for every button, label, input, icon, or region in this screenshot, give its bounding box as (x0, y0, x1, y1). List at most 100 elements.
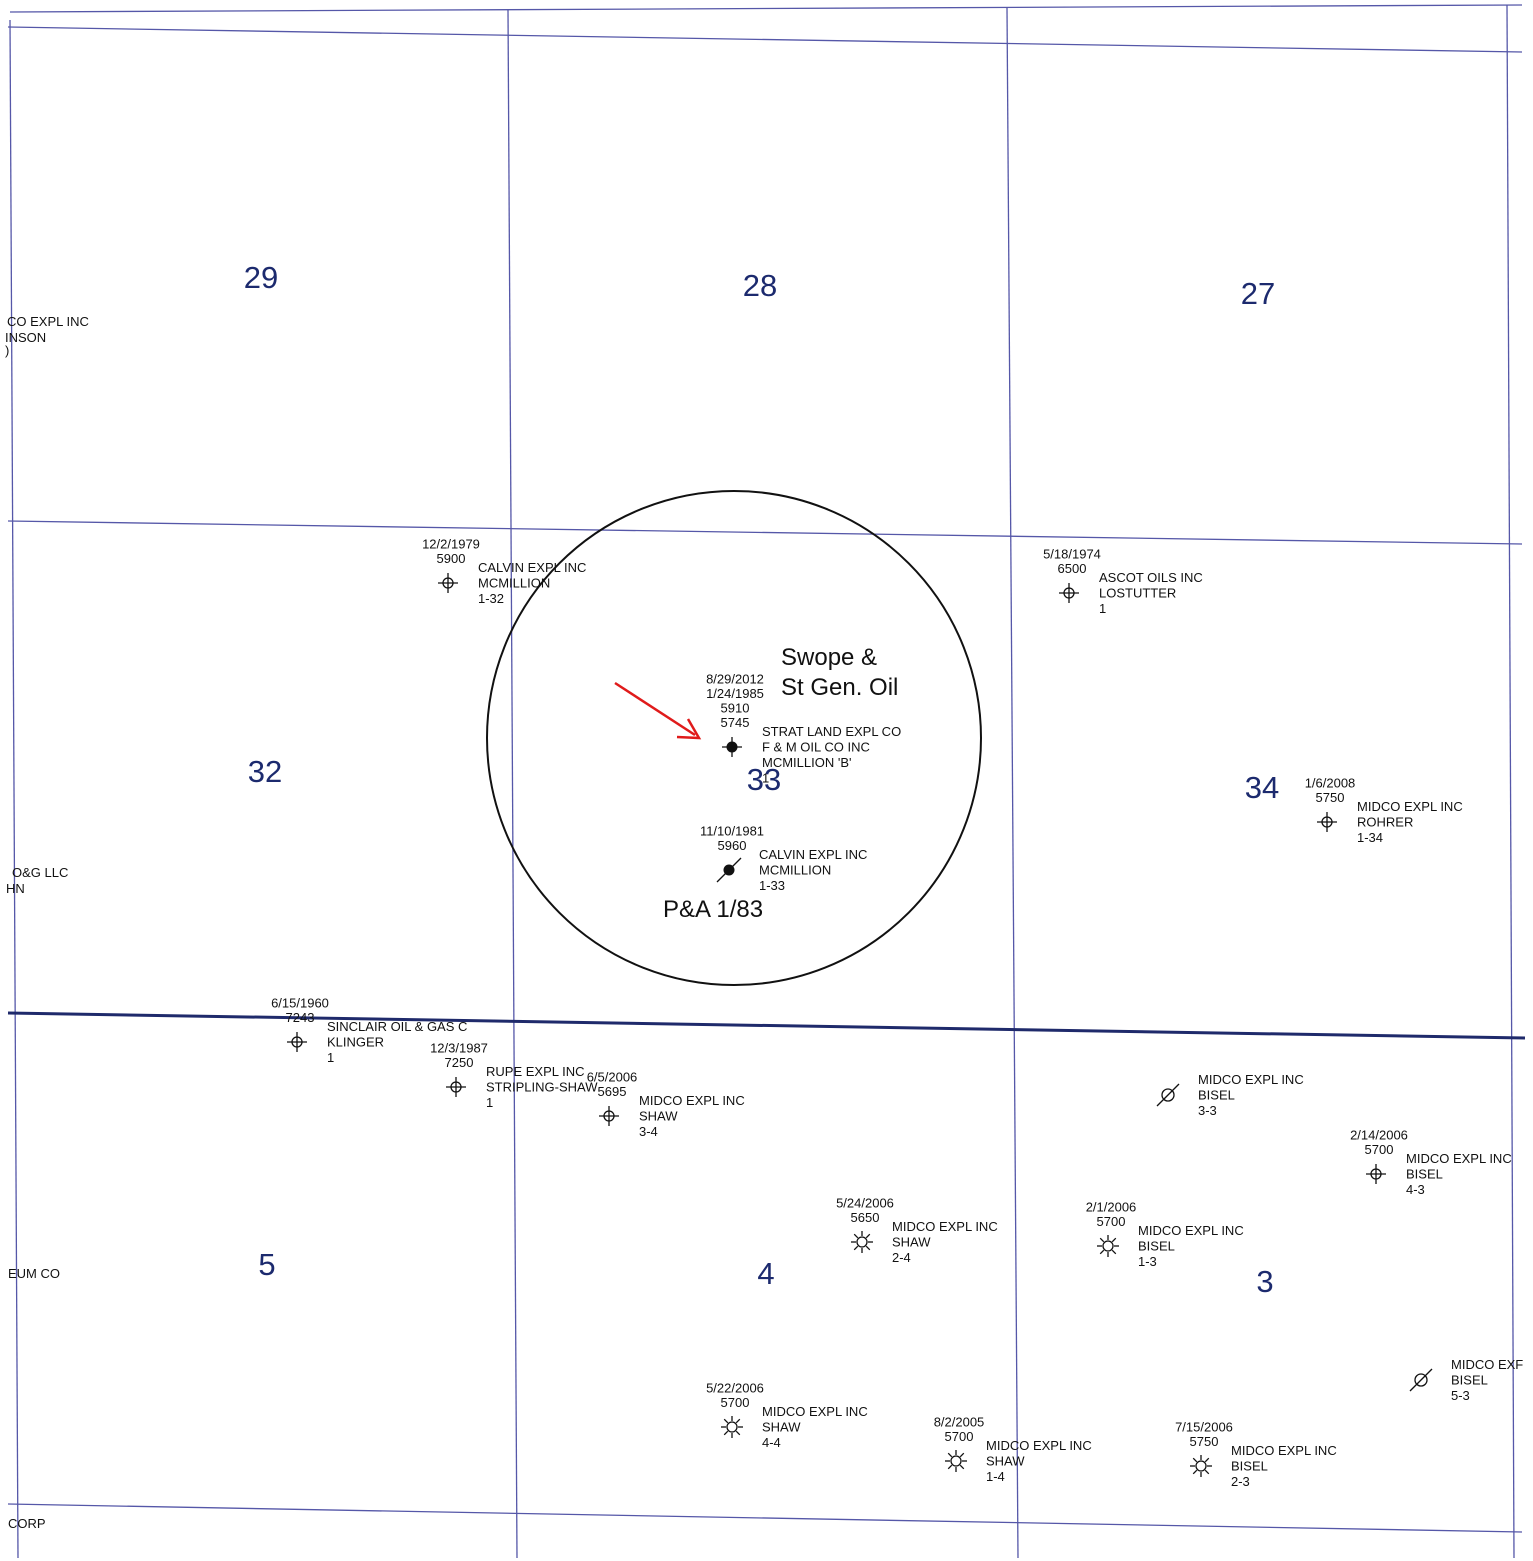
well-operator-label: MIDCO EXPL INC (1406, 1151, 1512, 1166)
well-lease-label: MCMILLION (478, 576, 550, 591)
well-number-label: 1 (327, 1050, 334, 1065)
edge-label: O&G LLC (12, 865, 68, 880)
well-operator-label: ASCOT OILS INC (1099, 570, 1203, 585)
well-date-depth-label: 7/15/2006 (1175, 1420, 1233, 1435)
red-arrow (614, 681, 702, 740)
grid-line (7, 1503, 1523, 1533)
well-lease-label: SHAW (762, 1420, 801, 1435)
well-date-depth-label: 5/24/2006 (836, 1196, 894, 1211)
well-date-depth-label: 7250 (445, 1055, 474, 1070)
review-radius-circle (486, 490, 982, 986)
well-operator-label: MIDCO EXF (1451, 1357, 1523, 1372)
well-number-label: 1 (762, 771, 769, 786)
well-lease-label: STRIPLING-SHAW (486, 1080, 598, 1095)
well-date-depth-label: 5700 (1097, 1214, 1126, 1229)
grid-line (507, 9, 518, 1559)
well-date-depth-label: 5/22/2006 (706, 1381, 764, 1396)
section-number: 5 (258, 1247, 275, 1282)
section-grid (7, 4, 1526, 1559)
well-date-depth-label: 2/1/2006 (1086, 1200, 1137, 1215)
well-number-label: 1 (486, 1095, 493, 1110)
location-well-icon (287, 1032, 307, 1052)
grid-line (1006, 7, 1019, 1559)
well-date-depth-label: 1/6/2008 (1305, 776, 1356, 791)
well-date-depth-label: 6500 (1058, 561, 1087, 576)
well-date-depth-label: 5910 (721, 701, 750, 716)
well-number-label: 5-3 (1451, 1388, 1470, 1403)
section-number: 27 (1241, 276, 1275, 311)
well-date-depth-label: 5900 (437, 551, 466, 566)
abandoned-well-icon (1409, 1368, 1433, 1392)
subject-operator-annotation: St Gen. Oil (781, 674, 898, 701)
well-lease-label: BISEL (1138, 1239, 1175, 1254)
gas-well-icon (1097, 1235, 1119, 1257)
well-lease-label: BISEL (1231, 1459, 1268, 1474)
well-lease-label: BISEL (1406, 1167, 1443, 1182)
section-numbers: 29 28 27 32 33 34 5 4 3 (244, 260, 1279, 1299)
well-date-depth-label: 5700 (1365, 1142, 1394, 1157)
well-lease-label: F & M OIL CO INC (762, 740, 870, 755)
well-operator-label: SINCLAIR OIL & GAS C (327, 1019, 467, 1034)
grid-line (1506, 4, 1515, 1559)
well-number-label: MCMILLION 'B' (762, 755, 851, 770)
well-lease-label: ROHRER (1357, 815, 1413, 830)
well-date-depth-label: 8/2/2005 (934, 1415, 985, 1430)
well-number-label: 3-3 (1198, 1103, 1217, 1118)
oil-plugged-well-icon (716, 857, 742, 883)
grid-line (7, 26, 1523, 53)
township-line (7, 1011, 1526, 1040)
grid-line (7, 520, 1523, 545)
well-number-label: 1-3 (1138, 1254, 1157, 1269)
well-date-depth-label: 1/24/1985 (706, 686, 764, 701)
section-number: 29 (244, 260, 278, 295)
well-date-depth-label: 5750 (1316, 790, 1345, 805)
well-date-depth-label: 12/2/1979 (422, 537, 480, 552)
edge-label: INSON (5, 330, 46, 345)
well-number-label: 1-34 (1357, 830, 1383, 845)
section-number: 28 (743, 268, 777, 303)
well-number-label: 1-33 (759, 878, 785, 893)
section-number: 3 (1256, 1264, 1273, 1299)
well-number-label: 4-4 (762, 1435, 781, 1450)
well-operator-label: STRAT LAND EXPL CO (762, 724, 901, 739)
edge-label: EUM CO (8, 1266, 60, 1281)
well-number-label: 4-3 (1406, 1182, 1425, 1197)
edge-label: HN (6, 881, 25, 896)
well-date-depth-label: 6/15/1960 (271, 996, 329, 1011)
gas-well-icon (851, 1231, 873, 1253)
well-lease-label: BISEL (1198, 1088, 1235, 1103)
well-date-depth-label: 5700 (721, 1395, 750, 1410)
grid-line (9, 4, 1523, 13)
well-number-label: 3-4 (639, 1124, 658, 1139)
well-operator-label: MIDCO EXPL INC (1198, 1072, 1304, 1087)
well-number-label: 2-3 (1231, 1474, 1250, 1489)
well-operator-label: MIDCO EXPL INC (986, 1438, 1092, 1453)
well-operator-label: CALVIN EXPL INC (759, 847, 867, 862)
gas-well-icon (721, 1416, 743, 1438)
grid-line (9, 19, 19, 1559)
well-lease-label: SHAW (639, 1109, 678, 1124)
well-date-depth-label: 12/3/1987 (430, 1041, 488, 1056)
well-lease-label: KLINGER (327, 1035, 384, 1050)
section-number: 34 (1245, 770, 1279, 805)
location-well-icon (1317, 812, 1337, 832)
well-number-label: 1 (1099, 601, 1106, 616)
edge-label: ) (5, 343, 9, 358)
